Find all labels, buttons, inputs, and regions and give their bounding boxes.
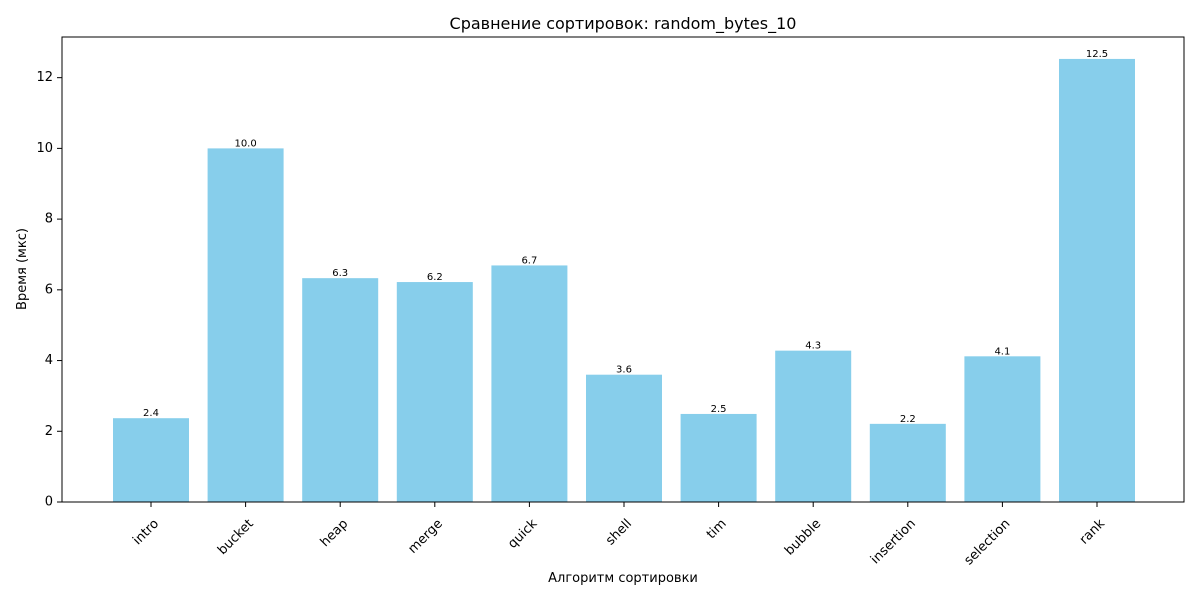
bar-value-label: 12.5 [1086, 49, 1108, 60]
bar-value-label: 4.3 [805, 341, 821, 352]
bar-value-label: 6.7 [521, 255, 537, 266]
y-tick-label: 10 [36, 141, 53, 156]
x-tick-label: rank [1077, 516, 1109, 548]
x-tick-label: shell [603, 516, 635, 548]
bar-value-label: 3.6 [616, 365, 632, 376]
bar-heap [302, 278, 379, 502]
bar-value-label: 2.5 [711, 404, 727, 415]
bar-selection [964, 356, 1041, 502]
y-tick-label: 6 [45, 282, 53, 297]
plot-frame [61, 36, 1185, 503]
y-tick-label: 4 [45, 353, 53, 368]
x-axis-label: Алгоритм сортировки [548, 571, 698, 586]
bars-group [113, 58, 1135, 503]
bar-tim [680, 413, 757, 502]
bar-value-label: 4.1 [994, 346, 1010, 357]
y-axis-label: Время (мкс) [15, 228, 30, 310]
x-tick-label: bubble [782, 516, 824, 558]
y-tick-label: 8 [45, 212, 53, 227]
bar-intro [113, 418, 189, 502]
bar-bucket [207, 148, 284, 503]
x-tick-label: intro [130, 516, 162, 548]
x-tick-label: merge [406, 516, 446, 556]
bar-value-labels: 2.4 10.0 6.3 6.2 6.7 3.6 2.5 4.3 2.2 4.1 12.5 [143, 49, 1108, 425]
bar-quick [491, 265, 568, 502]
x-tick-label: insertion [868, 516, 919, 567]
y-tick-label: 2 [45, 424, 53, 439]
chart-title: Сравнение сортировок: random_bytes_10 [450, 14, 797, 34]
x-tick-label: heap [318, 516, 352, 550]
y-axis: 0 2 4 6 8 10 12 [36, 70, 62, 510]
bar-value-label: 2.4 [143, 408, 159, 419]
bar-value-label: 10.0 [234, 138, 256, 149]
bar-bubble [775, 350, 852, 502]
x-axis: intro bucket heap merge quick shell tim bubble i… [130, 502, 1108, 568]
bar-insertion [869, 423, 946, 502]
y-tick-label: 12 [36, 70, 53, 85]
x-tick-label: selection [962, 516, 1014, 568]
bar-value-label: 2.2 [900, 414, 916, 425]
x-tick-label: tim [704, 516, 730, 542]
x-tick-label: quick [505, 516, 541, 552]
bar-value-label: 6.3 [332, 268, 348, 279]
bar-shell [586, 374, 662, 502]
y-tick-label: 0 [45, 495, 53, 510]
x-tick-label: bucket [215, 516, 257, 558]
bar-value-label: 6.2 [427, 272, 443, 283]
bar-rank [1059, 58, 1135, 503]
bar-merge [396, 282, 473, 502]
